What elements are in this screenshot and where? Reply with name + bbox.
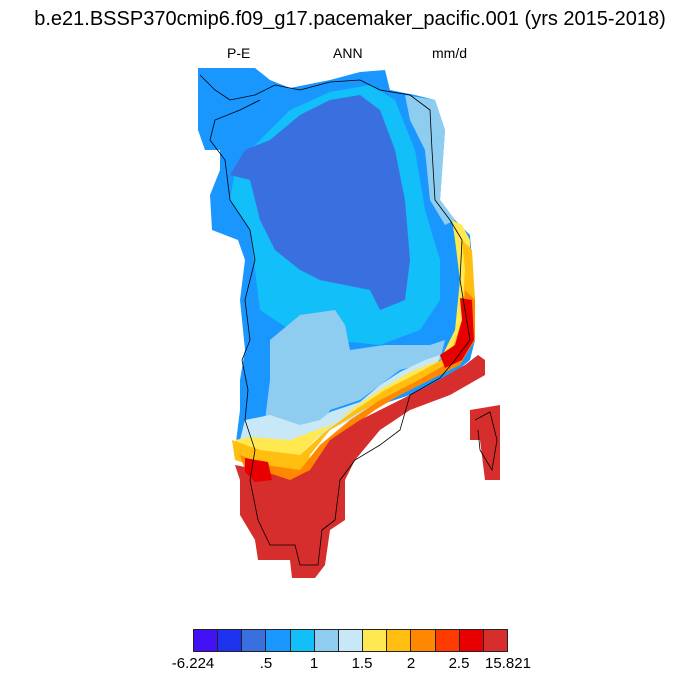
colorbar-label: 1.5	[351, 655, 373, 672]
variable-label: P-E	[227, 45, 251, 61]
colorbar-swatch	[483, 630, 508, 651]
plot-title: b.e21.BSSP370cmip6.f09_g17.pacemaker_pac…	[34, 8, 666, 30]
field-dark-blue	[230, 95, 410, 310]
colorbar-swatch	[290, 630, 315, 651]
colorbar-swatch	[363, 630, 388, 651]
colorbar-swatch	[338, 630, 364, 651]
units-label: mm/d	[432, 45, 467, 61]
field-red-south	[235, 355, 485, 578]
colorbar-swatch	[266, 630, 291, 651]
colorbar-label: .5	[259, 655, 273, 672]
colorbar-swatch	[194, 630, 219, 651]
field-orange	[232, 240, 475, 500]
field-light-blue-east	[405, 95, 455, 225]
colorbar-swatch	[459, 630, 484, 651]
colorbar-swatch	[387, 630, 412, 651]
colorbar-label: -6.224	[171, 655, 215, 672]
colorbar-swatch	[411, 630, 436, 651]
colorbar-swatch	[314, 630, 339, 651]
colorbar-label: 2.5	[448, 655, 470, 672]
colorbar-swatch	[242, 630, 267, 651]
colorbar-label: 1	[309, 655, 319, 672]
coastline	[199, 74, 498, 566]
field-red-island	[470, 405, 500, 480]
colorbar-swatch	[218, 630, 243, 651]
season-label: ANN	[333, 45, 363, 61]
colorbar	[193, 629, 508, 652]
field-pale-blue	[240, 355, 440, 450]
field-deep-red-sw	[245, 458, 272, 482]
field-light-blue-south	[265, 310, 445, 432]
colorbar-swatch	[435, 630, 460, 651]
colorbar-label: 2	[406, 655, 416, 672]
field-deep-red	[440, 298, 474, 368]
colorbar-label: 15.821	[485, 655, 531, 672]
